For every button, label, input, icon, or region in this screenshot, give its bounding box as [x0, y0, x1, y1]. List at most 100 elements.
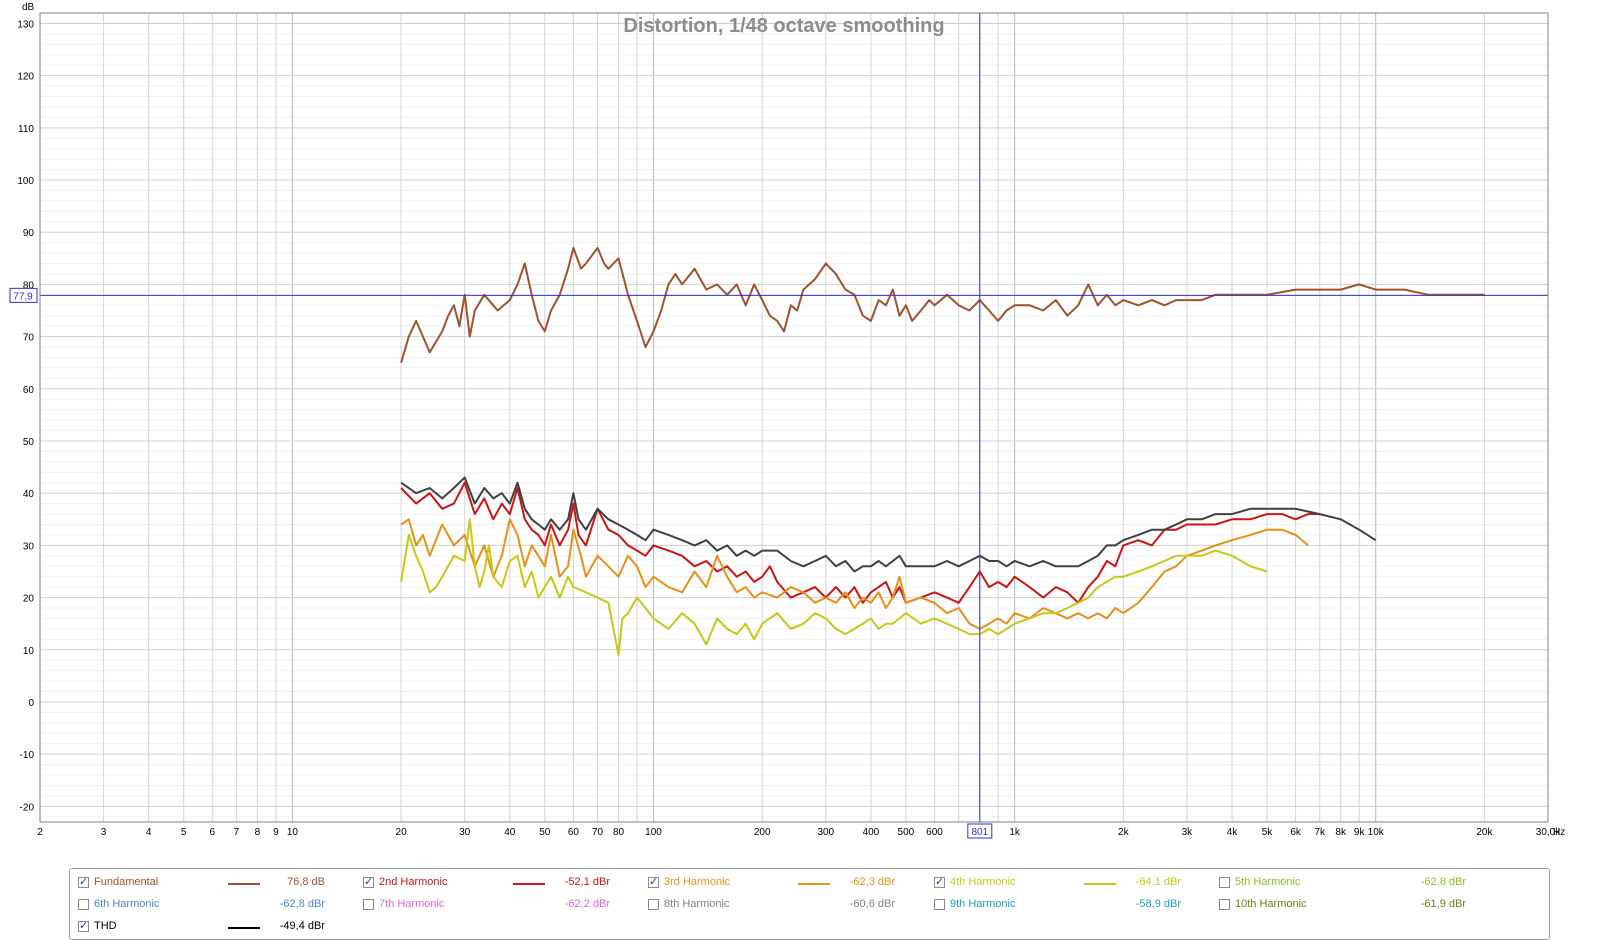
y-tick-label: 80 [23, 280, 35, 291]
legend-checkbox[interactable] [78, 899, 89, 910]
series-line-4th-harmonic [400, 518, 1268, 656]
legend-checkbox[interactable] [1219, 899, 1230, 910]
legend-value: -49,4 dBr [279, 920, 325, 932]
legend-checkbox[interactable] [363, 899, 374, 910]
series-lines [400, 246, 1485, 656]
x-tick-label: 200 [754, 827, 771, 838]
legend-item-8th-harmonic: 8th Harmonic -60,6 dBr [648, 895, 928, 915]
x-tick-label: 2 [37, 827, 43, 838]
legend-label: 2nd Harmonic [379, 876, 448, 888]
legend-checkbox[interactable] [78, 919, 89, 932]
x-tick-label: 8k [1335, 827, 1347, 838]
y-tick-label: 130 [17, 19, 34, 30]
y-tick-label: -20 [20, 802, 35, 813]
legend-checkbox[interactable] [934, 875, 945, 888]
legend-label: 8th Harmonic [664, 898, 730, 910]
legend-label: 10th Harmonic [1235, 898, 1307, 910]
x-tick-label: 3k [1182, 827, 1194, 838]
legend-value: -52,1 dBr [564, 876, 610, 888]
legend-line-swatch [798, 883, 830, 885]
legend-value: -62,3 dBr [849, 876, 895, 888]
legend-line-swatch [228, 883, 260, 885]
x-axis-label: Hz [1553, 827, 1565, 838]
legend-checkbox[interactable] [1219, 877, 1230, 888]
x-tick-label: 10k [1368, 827, 1385, 838]
legend-label: 6th Harmonic [94, 898, 160, 910]
chart-title: Distortion, 1/48 octave smoothing [623, 15, 944, 37]
cursor-x-readout-box [967, 823, 993, 839]
legend-item-4th-harmonic: 4th Harmonic -64,1 dBr [934, 873, 1214, 893]
x-tick-label: 400 [863, 827, 880, 838]
legend-item-5th-harmonic: 5th Harmonic -62,8 dBr [1219, 873, 1499, 893]
y-axis-label: dB [22, 2, 35, 13]
legend-line-swatch [1084, 883, 1116, 885]
plot-frame [39, 12, 1549, 823]
legend-value: 76,8 dB [287, 876, 325, 888]
legend-checkbox[interactable] [648, 875, 659, 888]
x-tick-label: 7 [234, 827, 240, 838]
legend-checkbox[interactable] [363, 875, 374, 888]
cursor-y-readout-box [9, 287, 38, 303]
x-tick-label: 6k [1290, 827, 1302, 838]
y-tick-label: 60 [23, 385, 35, 396]
x-tick-label: 600 [926, 827, 943, 838]
legend-value: -64,1 dBr [1135, 876, 1181, 888]
x-tick-label: 9k [1354, 827, 1366, 838]
y-tick-label: 40 [23, 489, 35, 500]
x-tick-label: 20 [396, 827, 408, 838]
x-tick-label: 5 [181, 827, 187, 838]
y-tick-label: -10 [20, 750, 35, 761]
x-tick-label: 70 [592, 827, 604, 838]
legend-item-3rd-harmonic: 3rd Harmonic -62,3 dBr [648, 873, 928, 893]
x-tick-label: 300 [817, 827, 834, 838]
series-line-3rd-harmonic [400, 518, 1309, 630]
legend-value: -60,6 dBr [849, 898, 895, 910]
y-tick-label: 0 [28, 698, 34, 709]
y-tick-label: 70 [23, 333, 35, 344]
y-tick-label: 30 [23, 541, 35, 552]
x-tick-label: 80 [613, 827, 625, 838]
legend-label: 7th Harmonic [379, 898, 445, 910]
x-tick-label: 4k [1227, 827, 1239, 838]
legend-item-9th-harmonic: 9th Harmonic -58,9 dBr [934, 895, 1214, 915]
x-tick-label: 10 [287, 827, 299, 838]
x-tick-label: 30,0k [1536, 827, 1561, 838]
legend-checkbox[interactable] [648, 899, 659, 910]
x-tick-label: 7k [1314, 827, 1326, 838]
y-tick-label: 20 [23, 594, 35, 605]
legend-checkbox[interactable] [78, 875, 89, 888]
legend-label: 9th Harmonic [950, 898, 1016, 910]
x-tick-label: 500 [898, 827, 915, 838]
legend-line-swatch [513, 883, 545, 885]
x-tick-label: 9 [273, 827, 279, 838]
y-tick-label: 50 [23, 437, 35, 448]
legend-value: -62,8 dBr [279, 898, 325, 910]
grid [39, 12, 1549, 822]
y-tick-label: 120 [17, 72, 34, 83]
legend-item-6th-harmonic: 6th Harmonic -62,8 dBr [78, 895, 358, 915]
legend-label: THD [94, 920, 117, 932]
x-tick-label: 20k [1476, 827, 1493, 838]
x-tick-labels: 2 3 4 5 6 7 8 9 10 20 30 40 50 60 70 80 100 200 300 400 500 6… [37, 827, 1561, 838]
x-tick-label: 4 [146, 827, 152, 838]
series-line-fundamental [400, 246, 1485, 363]
legend-value: -62,2 dBr [564, 898, 610, 910]
cursor-x-readout: 801 [971, 827, 988, 838]
x-tick-label: 50 [539, 827, 551, 838]
y-tick-label: 100 [17, 176, 34, 187]
x-tick-label: 6 [210, 827, 216, 838]
legend-label: 3rd Harmonic [664, 876, 731, 888]
legend-label: 5th Harmonic [1235, 876, 1301, 888]
legend-item-10th-harmonic: 10th Harmonic -61,9 dBr [1219, 895, 1499, 915]
legend-item-fundamental: Fundamental 76,8 dB [78, 873, 358, 893]
x-tick-label: 30 [459, 827, 471, 838]
legend-checkbox[interactable] [934, 899, 945, 910]
legend: Fundamental 76,8 dB 2nd Harmonic -52,1 dBr 3… [69, 868, 1550, 940]
y-tick-label: 90 [23, 228, 35, 239]
legend-label: Fundamental [94, 876, 159, 888]
x-tick-label: 100 [645, 827, 662, 838]
cursor[interactable]: 801 77,9 [9, 13, 1548, 839]
x-tick-label: 8 [255, 827, 261, 838]
